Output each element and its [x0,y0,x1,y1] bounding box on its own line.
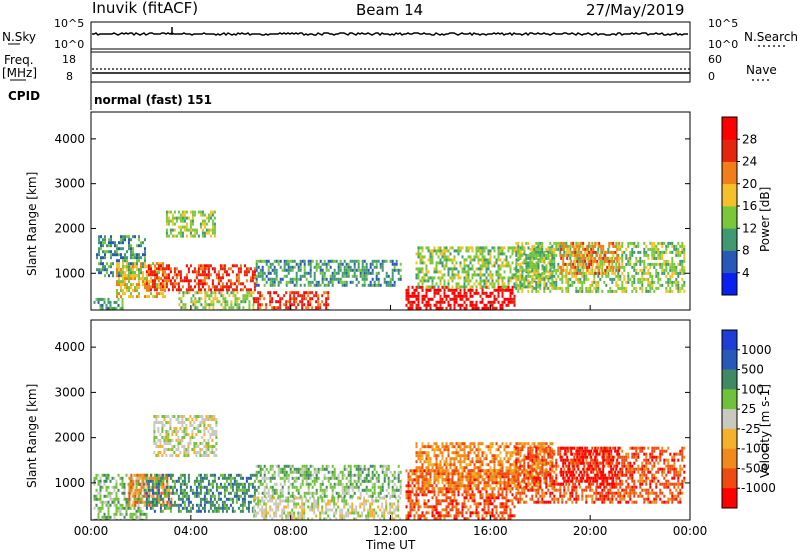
x-tick-label: 00:00 [74,524,109,538]
colorbar-tick-label: 100 [741,382,764,396]
nsky-tick-bottom: 10^0 [54,38,85,51]
y-tick-label: 4000 [54,340,85,354]
nsky-series [92,32,688,37]
colorbar-tick-label: -1000 [741,481,776,495]
nave-tick-bottom: 0 [708,70,715,83]
colorbar-swatch [722,409,737,430]
x-tick-label: 12:00 [373,524,408,538]
colorbar-swatch [722,228,737,251]
nsky-label: N.Sky [2,30,37,44]
nsearch-tick-top: 10^5 [708,17,739,30]
colorbar-swatch [722,369,737,390]
echo-region [93,297,124,310]
echo-region [145,264,256,292]
colorbar-swatch [722,330,737,351]
echo-region [405,285,516,310]
colorbar-tick-label: 25 [741,402,756,416]
colorbar-swatch [722,117,737,140]
station-title: Inuvik (fitACF) [92,0,199,17]
colorbar-tick-label: 1000 [741,343,772,357]
colorbar-swatch [722,428,737,449]
y-tick-label: 1000 [54,266,85,280]
x-axis-label: Time UT [366,538,416,552]
y-tick-label: 3000 [54,385,85,399]
echo-region [255,464,402,498]
freq-label-line1: Freq. [4,53,34,67]
colorbar-swatch [722,250,737,274]
colorbar-tick-label: 500 [741,363,764,377]
nsky-line [92,27,688,37]
colorbar-swatch [722,161,737,185]
date-title: 27/May/2019 [586,1,685,19]
echo-region [153,415,218,457]
x-tick-label: 16:00 [473,524,508,538]
x-tick-label: 20:00 [573,524,608,538]
velocity-colorbar-label: Velocity [m s-1] [758,384,772,478]
colorbar-swatch [722,183,737,207]
nave-tick-top: 60 [708,53,722,66]
x-tick-label: 00:00 [673,524,708,538]
colorbar-tick-label: 24 [742,155,757,169]
colorbar-swatch [722,488,737,509]
nsky-panel-frame [90,21,691,50]
colorbar-tick-label: 8 [742,244,750,258]
power-colorbar-label: Power [dB] [758,186,772,252]
cpid-value: normal (fast) 151 [94,93,212,107]
colorbar-swatch [722,448,737,469]
colorbar-tick-label: -25 [741,422,761,436]
y-tick-label: 2000 [54,431,85,445]
cpid-label: CPID [8,89,41,103]
velocity-data [93,415,686,520]
beam-title: Beam 14 [356,1,424,19]
x-tick-label: 04:00 [174,524,209,538]
y-tick-label: 2000 [54,221,85,235]
echo-region [165,210,216,238]
colorbar-tick-label: 12 [742,221,757,235]
freq-tick-top: 18 [62,53,76,66]
nsky-tick-top: 10^5 [54,17,85,30]
colorbar-tick-label: 28 [742,132,757,146]
echo-region [93,473,148,520]
colorbar-tick-label: 16 [742,199,757,213]
y-tick-label: 4000 [54,132,85,146]
echo-region [405,469,516,520]
nave-label: Nave [746,63,777,77]
echo-region [145,473,256,513]
colorbar-frame [721,329,738,509]
colorbar-tick-label: 4 [742,266,750,280]
freq-tick-bottom: 8 [66,70,73,83]
x-tick-label: 08:00 [273,524,308,538]
colorbar-tick-label: -100 [741,442,768,456]
freq-label-line2: [MHz] [2,66,38,80]
echo-region [560,241,621,275]
colorbar-swatch [722,349,737,370]
colorbar-swatch [722,389,737,410]
colorbar-swatch [722,272,737,296]
power-ylabel: Slant Range [km] [25,171,39,276]
colorbar-swatch [722,139,737,162]
echo-region [253,496,402,520]
power-data [93,210,686,310]
velocity-ylabel: Slant Range [km] [25,383,39,488]
colorbar-swatch [722,468,737,489]
freq-line [92,68,690,74]
colorbar-swatch [722,206,737,229]
echo-region [560,446,621,486]
y-tick-label: 1000 [54,476,85,490]
nsearch-tick-bottom: 10^0 [708,38,739,51]
colorbar-tick-label: -500 [741,461,768,475]
colorbar-tick-label: 20 [742,177,757,191]
echo-region [255,259,402,287]
echo-region [253,291,330,310]
y-tick-label: 3000 [54,177,85,191]
freq-panel-frame [90,51,691,83]
nsearch-label: N.Search [744,30,799,44]
echo-region [178,291,255,310]
